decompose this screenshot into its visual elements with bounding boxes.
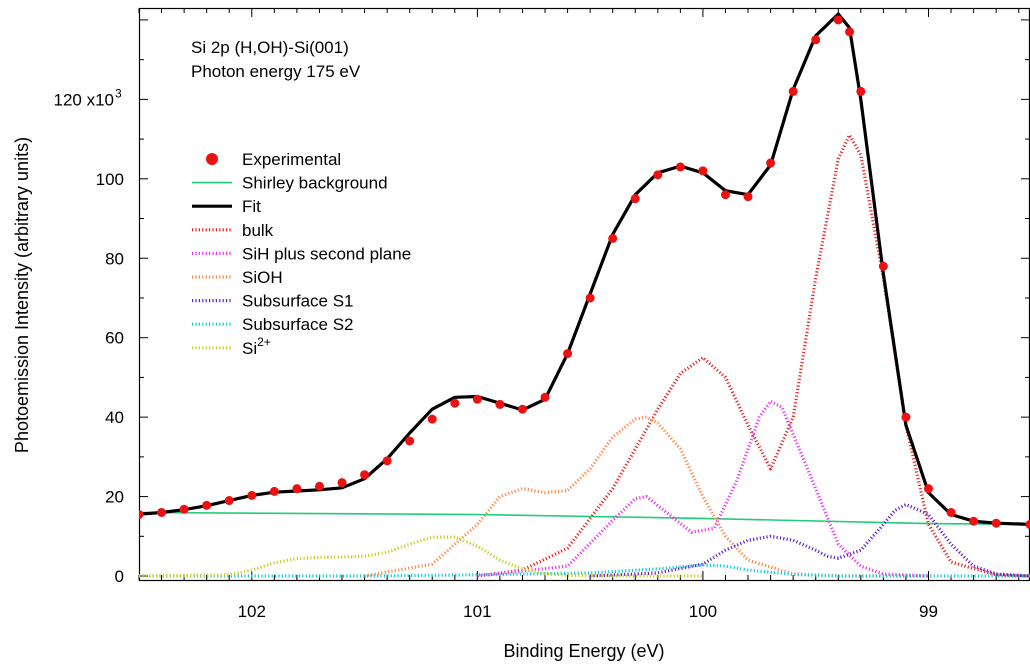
data-point-experimental bbox=[856, 86, 866, 96]
data-point-experimental bbox=[878, 261, 888, 271]
data-point-experimental bbox=[608, 233, 618, 243]
x-tick-label: 102 bbox=[238, 602, 266, 621]
legend-item-experimental: Experimental bbox=[206, 150, 341, 169]
data-point-experimental bbox=[901, 412, 911, 422]
legend-label-bulk: bulk bbox=[242, 221, 274, 240]
x-tick-label: 100 bbox=[689, 602, 717, 621]
data-point-experimental bbox=[314, 481, 324, 491]
data-point-experimental bbox=[495, 399, 505, 409]
legend-item-si2: Si2+ bbox=[192, 335, 271, 358]
series-line-bulk bbox=[477, 133, 1030, 578]
y-axis: 0 20 40 60 80 100 120 x10 3 bbox=[54, 19, 1030, 586]
data-point-experimental bbox=[675, 162, 685, 172]
data-point-experimental bbox=[179, 504, 189, 514]
x-tick-label: 101 bbox=[463, 602, 491, 621]
data-point-experimental bbox=[360, 470, 370, 480]
legend-label-sioh: SiOH bbox=[242, 268, 283, 287]
y-tick-label: 120 x10 bbox=[54, 90, 115, 109]
series-line-subsurface-s1 bbox=[590, 502, 1030, 578]
series-line-sioh bbox=[364, 415, 929, 578]
data-point-experimental bbox=[427, 414, 437, 424]
y-tick-label: 100 bbox=[96, 170, 124, 189]
data-point-experimental bbox=[991, 518, 1001, 528]
data-point-experimental bbox=[969, 516, 979, 526]
info-line-photon-energy: Photon energy 175 eV bbox=[191, 62, 361, 81]
legend-marker-experimental bbox=[206, 153, 218, 165]
data-point-experimental bbox=[157, 507, 167, 517]
data-point-experimental bbox=[382, 456, 392, 466]
series-line-shirley-background bbox=[139, 511, 1030, 526]
legend-label-sih-plus-second-plane: SiH plus second plane bbox=[242, 244, 411, 263]
data-point-experimental bbox=[833, 15, 843, 25]
legend-label-fit: Fit bbox=[242, 197, 261, 216]
legend-item-shirley-background: Shirley background bbox=[192, 174, 388, 193]
data-point-experimental bbox=[517, 404, 527, 414]
y-tick-label: 40 bbox=[105, 408, 124, 427]
data-point-experimental bbox=[766, 158, 776, 168]
data-point-experimental bbox=[845, 27, 855, 37]
y-tick-label: 80 bbox=[105, 249, 124, 268]
legend-item-sioh: SiOH bbox=[192, 268, 283, 287]
info-box: Si 2p (H,OH)-Si(001) Photon energy 175 e… bbox=[191, 38, 361, 81]
series-layer bbox=[139, 12, 1030, 578]
legend: Experimental Shirley background Fit bulk SiH… bbox=[192, 150, 411, 358]
data-point-experimental bbox=[788, 86, 798, 96]
y-tick-label: 0 bbox=[115, 567, 124, 586]
series-line-sih-plus-second-plane bbox=[477, 399, 929, 578]
data-point-experimental bbox=[247, 490, 257, 500]
data-point-experimental bbox=[139, 509, 144, 519]
data-point-experimental bbox=[585, 293, 595, 303]
data-point-experimental bbox=[630, 194, 640, 204]
data-point-experimental bbox=[653, 170, 663, 180]
data-point-experimental bbox=[405, 436, 415, 446]
y-tick-label: 60 bbox=[105, 329, 124, 348]
data-point-experimental bbox=[269, 486, 279, 496]
x-axis-title: Binding Energy (eV) bbox=[503, 641, 664, 661]
data-point-experimental bbox=[811, 35, 821, 45]
legend-label-shirley-background: Shirley background bbox=[242, 174, 388, 193]
legend-label-subsurface-s1: Subsurface S1 bbox=[242, 292, 354, 311]
y-exponent-label: 3 bbox=[115, 86, 122, 100]
series-experimental bbox=[139, 15, 1030, 529]
data-point-experimental bbox=[540, 392, 550, 402]
data-point-experimental bbox=[202, 500, 212, 510]
legend-label-experimental: Experimental bbox=[242, 150, 341, 169]
legend-item-subsurface-s2: Subsurface S2 bbox=[192, 315, 354, 334]
data-point-experimental bbox=[292, 484, 302, 494]
data-point-experimental bbox=[472, 394, 482, 404]
legend-item-fit: Fit bbox=[192, 197, 261, 216]
series-line-subsurface-s2 bbox=[139, 563, 1030, 578]
data-point-experimental bbox=[450, 398, 460, 408]
data-point-experimental bbox=[698, 166, 708, 176]
data-point-experimental bbox=[563, 349, 573, 359]
legend-item-sih-plus-second-plane: SiH plus second plane bbox=[192, 244, 411, 263]
info-line-sample: Si 2p (H,OH)-Si(001) bbox=[191, 38, 349, 57]
data-point-experimental bbox=[743, 192, 753, 202]
data-point-experimental bbox=[337, 478, 347, 488]
legend-label-si2: Si2+ bbox=[242, 335, 271, 358]
legend-item-bulk: bulk bbox=[192, 221, 274, 240]
data-point-experimental bbox=[720, 190, 730, 200]
data-point-experimental bbox=[923, 484, 933, 494]
legend-label-subsurface-s2: Subsurface S2 bbox=[242, 315, 354, 334]
x-tick-label: 99 bbox=[919, 602, 938, 621]
y-axis-title: Photoemission Intensity (arbitrary units… bbox=[12, 137, 32, 453]
x-axis: 102 101 100 99 bbox=[138, 8, 1020, 621]
data-point-experimental bbox=[946, 507, 956, 517]
data-point-experimental bbox=[224, 496, 234, 506]
y-tick-label: 20 bbox=[105, 488, 124, 507]
data-point-experimental bbox=[1025, 519, 1030, 529]
series-line-si2 bbox=[139, 535, 703, 578]
legend-item-subsurface-s1: Subsurface S1 bbox=[192, 292, 354, 311]
